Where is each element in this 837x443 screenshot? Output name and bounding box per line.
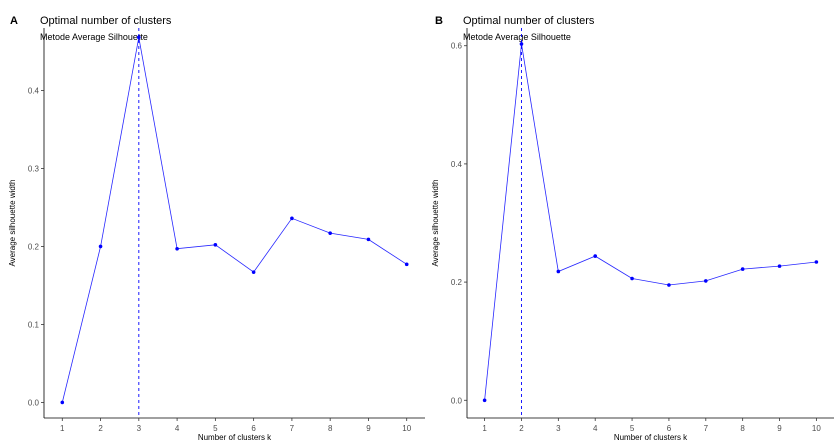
x-tick-label: 5 xyxy=(213,424,218,433)
data-point xyxy=(482,398,487,403)
y-tick-label: 0.2 xyxy=(451,278,463,287)
x-tick-label: 3 xyxy=(137,424,142,433)
x-tick-label: 7 xyxy=(290,424,295,433)
data-point xyxy=(328,231,332,235)
y-tick-label: 0.3 xyxy=(28,164,40,173)
panel-label: A xyxy=(10,15,18,27)
x-tick-label: 9 xyxy=(777,424,782,433)
chart-title: Optimal number of clusters xyxy=(463,15,595,27)
chart-subtitle: Metode Average Silhouette xyxy=(40,32,148,42)
chart-panel-a: A Optimal number of clusters Metode Averag… xyxy=(8,15,425,442)
chart-title: Optimal number of clusters xyxy=(40,15,172,27)
data-point xyxy=(213,243,218,247)
y-tick-label: 0.0 xyxy=(451,396,463,405)
data-point xyxy=(251,270,256,274)
panel-label: B xyxy=(435,15,443,27)
x-tick-label: 4 xyxy=(593,424,598,433)
x-tick-label: 3 xyxy=(556,424,561,433)
data-point xyxy=(175,246,179,251)
x-tick-label: 8 xyxy=(328,424,333,433)
y-tick-label: 0.4 xyxy=(451,160,463,169)
data-point xyxy=(290,216,294,221)
series-line xyxy=(484,43,817,401)
x-axis-title: Number of clusters k xyxy=(614,433,688,442)
y-tick-label: 0.1 xyxy=(28,320,40,329)
data-point xyxy=(814,260,819,264)
data-point xyxy=(740,267,745,271)
x-tick-label: 1 xyxy=(482,424,487,433)
x-tick-label: 10 xyxy=(812,424,821,433)
x-tick-label: 1 xyxy=(60,424,65,433)
data-point xyxy=(593,254,598,258)
x-tick-label: 7 xyxy=(704,424,709,433)
x-tick-label: 4 xyxy=(175,424,180,433)
x-tick-label: 6 xyxy=(251,424,256,433)
data-point xyxy=(630,276,634,281)
data-point xyxy=(98,244,103,249)
data-point xyxy=(556,269,561,274)
x-tick-label: 2 xyxy=(98,424,103,433)
chart-subtitle: Metode Average Silhouette xyxy=(463,32,571,42)
data-point xyxy=(137,35,141,40)
data-point xyxy=(667,283,671,287)
chart-panel-b: B Optimal number of clusters Metode Averag… xyxy=(431,15,834,442)
series-line xyxy=(61,37,407,403)
data-point xyxy=(366,237,371,242)
x-tick-label: 6 xyxy=(667,424,672,433)
data-point xyxy=(703,279,708,283)
y-tick-label: 0.0 xyxy=(28,398,40,407)
y-tick-label: 0.6 xyxy=(451,42,463,51)
data-point xyxy=(60,400,65,405)
y-axis-title: Average silhouette width xyxy=(431,179,440,266)
data-point xyxy=(519,42,524,46)
x-tick-label: 5 xyxy=(630,424,635,433)
x-tick-label: 2 xyxy=(519,424,524,433)
x-axis-title: Number of clusters k xyxy=(198,433,272,442)
y-axis-title: Average silhouette width xyxy=(8,179,17,266)
x-tick-label: 10 xyxy=(402,424,411,433)
data-point xyxy=(777,264,782,268)
x-tick-label: 8 xyxy=(740,424,745,433)
y-tick-label: 0.2 xyxy=(28,242,40,251)
data-point xyxy=(404,262,409,267)
x-tick-label: 9 xyxy=(366,424,371,433)
y-tick-label: 0.4 xyxy=(28,86,40,95)
